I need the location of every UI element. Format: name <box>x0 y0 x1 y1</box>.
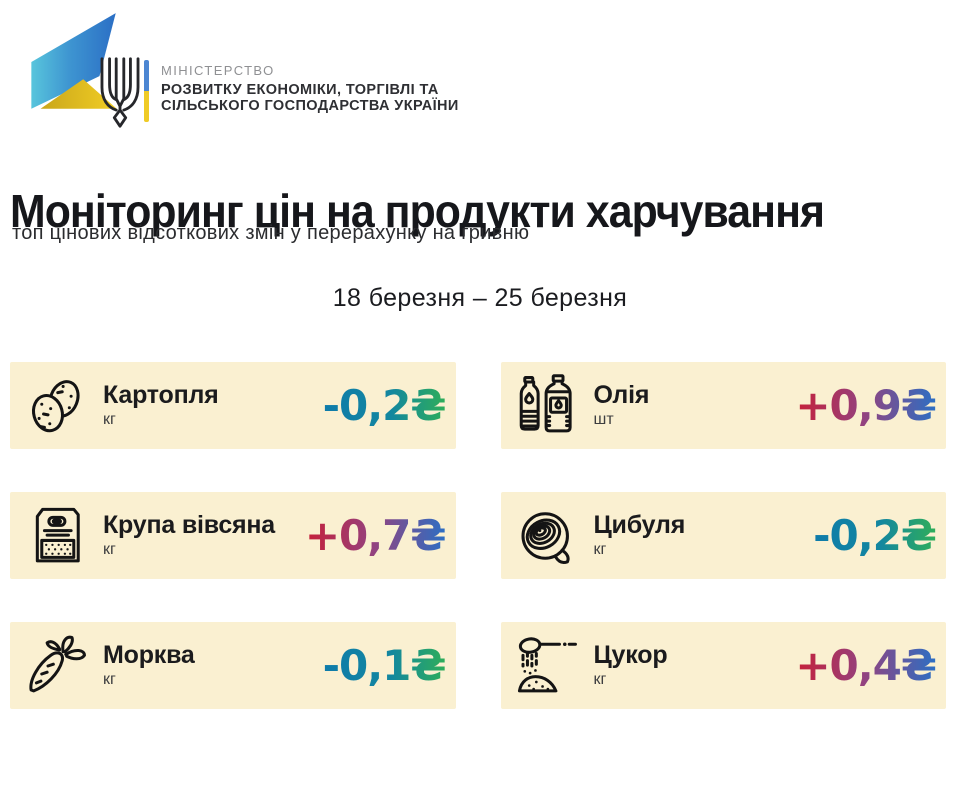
product-price-change: +0,4₴ <box>795 641 937 690</box>
product-unit: кг <box>593 540 607 558</box>
product-card: Олія шт +0,9₴ <box>500 362 946 449</box>
product-unit: кг <box>103 540 116 558</box>
product-card: Цукор кг +0,4₴ <box>500 622 946 709</box>
ministry-name-small: МІНІСТЕРСТВО <box>161 63 275 78</box>
sugar-icon <box>515 633 579 699</box>
product-card: Морква кг -0,1₴ <box>10 622 456 709</box>
onion-icon <box>515 503 579 569</box>
trident-icon <box>100 57 140 128</box>
product-price-change: +0,9₴ <box>795 381 937 430</box>
product-name: Картопля <box>103 381 219 410</box>
product-price-change: -0,2₴ <box>322 381 447 430</box>
products-grid: Картопля кг -0,2₴ Олія шт +0,9₴ <box>10 362 946 709</box>
carrot-icon <box>24 633 88 699</box>
product-card: Цибуля кг -0,2₴ <box>500 492 946 579</box>
potato-icon <box>24 373 88 439</box>
ministry-name-line2: СІЛЬСЬКОГО ГОСПОДАРСТВА УКРАЇНИ <box>161 98 459 114</box>
product-unit: кг <box>103 410 116 428</box>
ministry-header: МІНІСТЕРСТВО РОЗВИТКУ ЕКОНОМІКИ, ТОРГІВЛ… <box>0 0 960 150</box>
brand-divider <box>144 60 149 122</box>
page-subtitle: топ цінових відсоткових змін у перерахун… <box>12 222 530 244</box>
page-title: Моніторинг цін на продукти харчування <box>10 184 825 237</box>
product-price-change: -0,1₴ <box>322 641 447 690</box>
product-unit: шт <box>593 410 614 428</box>
product-card: Картопля кг -0,2₴ <box>10 362 456 449</box>
product-unit: кг <box>103 670 116 688</box>
period-label: 18 березня – 25 березня <box>332 284 628 312</box>
ministry-name: МІНІСТЕРСТВО РОЗВИТКУ ЕКОНОМІКИ, ТОРГІВЛ… <box>161 63 459 114</box>
product-name: Олія <box>593 381 650 410</box>
product-price-change: +0,7₴ <box>304 511 447 560</box>
groats-bag-icon <box>24 503 88 569</box>
product-name: Цибуля <box>593 511 686 540</box>
ministry-name-line1: РОЗВИТКУ ЕКОНОМІКИ, ТОРГІВЛІ ТА <box>161 82 439 98</box>
product-unit: кг <box>593 670 607 688</box>
product-name: Крупа вівсяна <box>103 511 276 540</box>
product-name: Морква <box>103 641 195 670</box>
ministry-flag-logo-icon <box>31 13 117 109</box>
oil-bottles-icon <box>515 373 579 439</box>
product-card: Крупа вівсяна кг +0,7₴ <box>10 492 456 579</box>
product-price-change: -0,2₴ <box>813 511 937 560</box>
product-name: Цукор <box>593 641 668 670</box>
